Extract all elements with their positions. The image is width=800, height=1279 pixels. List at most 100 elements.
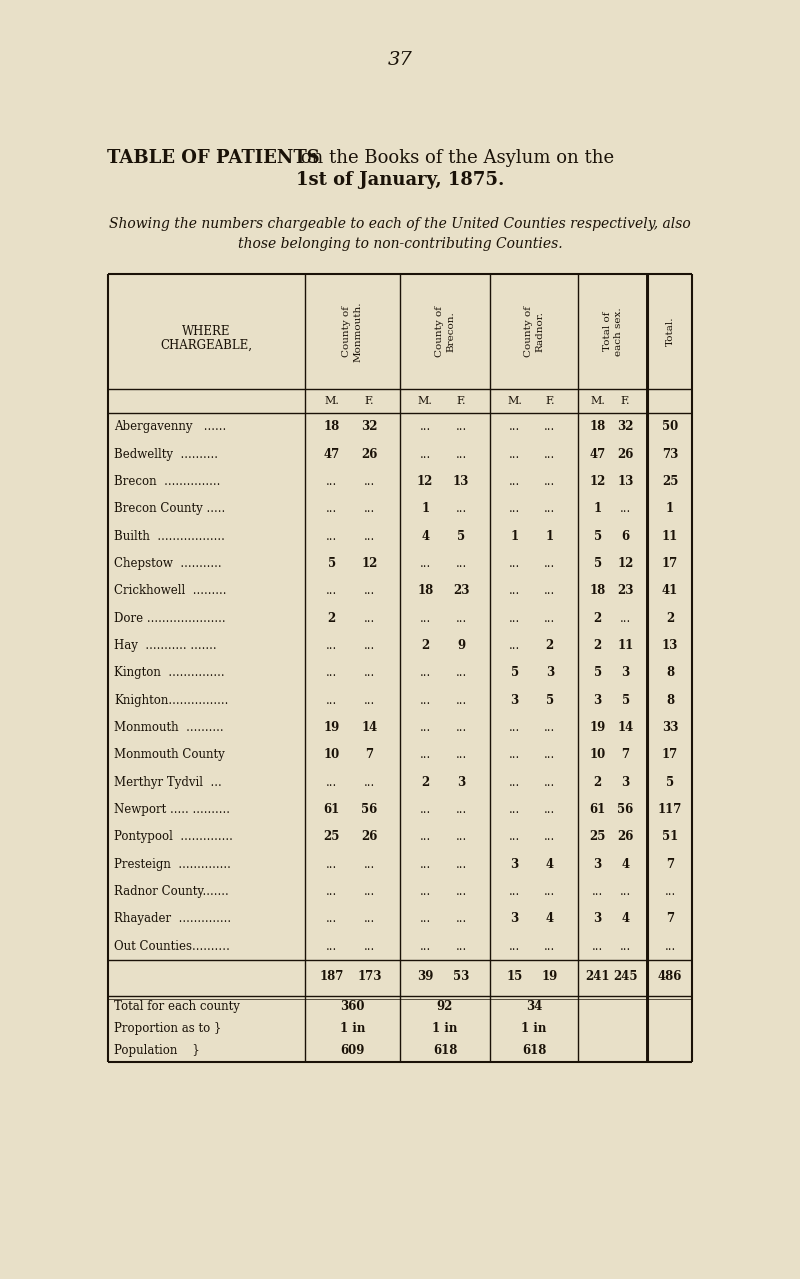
- Text: ...: ...: [455, 885, 467, 898]
- Text: 26: 26: [618, 448, 634, 460]
- Text: 61: 61: [590, 803, 606, 816]
- Text: 187: 187: [319, 969, 344, 982]
- Text: Crickhowell  .........: Crickhowell .........: [114, 585, 226, 597]
- Text: 5: 5: [510, 666, 518, 679]
- Text: ...: ...: [509, 585, 520, 597]
- Text: 4: 4: [622, 858, 630, 871]
- Text: ...: ...: [364, 858, 375, 871]
- Text: ...: ...: [544, 940, 555, 953]
- Text: ...: ...: [364, 475, 375, 487]
- Text: 12: 12: [590, 475, 606, 487]
- Text: 23: 23: [453, 585, 470, 597]
- Text: ...: ...: [544, 421, 555, 434]
- Text: ...: ...: [364, 912, 375, 926]
- Text: 3: 3: [457, 775, 466, 789]
- Text: ...: ...: [326, 885, 338, 898]
- Text: Builth  ..................: Builth ..................: [114, 530, 225, 542]
- Text: 7: 7: [622, 748, 630, 761]
- Text: ...: ...: [419, 556, 431, 570]
- Text: ...: ...: [509, 748, 520, 761]
- Text: ...: ...: [455, 611, 467, 624]
- Text: 3: 3: [594, 693, 602, 707]
- Text: F.: F.: [621, 396, 630, 405]
- Text: ...: ...: [544, 830, 555, 843]
- Text: ...: ...: [592, 940, 603, 953]
- Text: 12: 12: [362, 556, 378, 570]
- Text: 10: 10: [323, 748, 340, 761]
- Text: County of
Radnor.: County of Radnor.: [524, 306, 544, 357]
- Text: Chepstow  ...........: Chepstow ...........: [114, 556, 222, 570]
- Text: 26: 26: [362, 830, 378, 843]
- Text: 1 in: 1 in: [522, 1022, 546, 1035]
- Text: 360: 360: [340, 1000, 365, 1013]
- Text: 47: 47: [590, 448, 606, 460]
- Text: ...: ...: [509, 503, 520, 515]
- Text: 23: 23: [618, 585, 634, 597]
- Text: ...: ...: [544, 803, 555, 816]
- Text: ...: ...: [364, 885, 375, 898]
- Text: 618: 618: [522, 1045, 546, 1058]
- Text: ...: ...: [664, 940, 676, 953]
- Text: 1 in: 1 in: [340, 1022, 365, 1035]
- Text: M.: M.: [418, 396, 433, 405]
- Text: ...: ...: [364, 530, 375, 542]
- Text: 13: 13: [453, 475, 470, 487]
- Text: 18: 18: [590, 421, 606, 434]
- Text: 4: 4: [421, 530, 430, 542]
- Text: 5: 5: [594, 530, 602, 542]
- Text: 1: 1: [594, 503, 602, 515]
- Text: TABLE OF PATIENTS: TABLE OF PATIENTS: [107, 148, 320, 168]
- Text: ...: ...: [509, 830, 520, 843]
- Text: 3: 3: [510, 912, 518, 926]
- Text: ...: ...: [544, 556, 555, 570]
- Text: ...: ...: [419, 912, 431, 926]
- Text: Monmouth County: Monmouth County: [114, 748, 225, 761]
- Text: 245: 245: [614, 969, 638, 982]
- Text: ...: ...: [455, 693, 467, 707]
- Text: ...: ...: [419, 858, 431, 871]
- Text: 12: 12: [417, 475, 434, 487]
- Text: 14: 14: [362, 721, 378, 734]
- Text: 4: 4: [622, 912, 630, 926]
- Text: 2: 2: [546, 640, 554, 652]
- Text: those belonging to non-contributing Counties.: those belonging to non-contributing Coun…: [238, 237, 562, 251]
- Text: Pontypool  ..............: Pontypool ..............: [114, 830, 233, 843]
- Text: ...: ...: [419, 611, 431, 624]
- Text: ...: ...: [544, 475, 555, 487]
- Text: ...: ...: [419, 748, 431, 761]
- Text: 1: 1: [421, 503, 430, 515]
- Text: ...: ...: [620, 940, 631, 953]
- Text: ...: ...: [419, 693, 431, 707]
- Text: ...: ...: [455, 721, 467, 734]
- Text: 2: 2: [421, 640, 430, 652]
- Text: ...: ...: [664, 885, 676, 898]
- Text: Population    }: Population }: [114, 1045, 200, 1058]
- Text: ...: ...: [544, 748, 555, 761]
- Text: 19: 19: [323, 721, 340, 734]
- Text: ...: ...: [509, 448, 520, 460]
- Text: 33: 33: [662, 721, 678, 734]
- Text: ...: ...: [455, 940, 467, 953]
- Text: 3: 3: [622, 775, 630, 789]
- Text: Dore .....................: Dore .....................: [114, 611, 226, 624]
- Text: ...: ...: [419, 830, 431, 843]
- Text: ...: ...: [455, 556, 467, 570]
- Text: Out Counties.......…: Out Counties.......…: [114, 940, 230, 953]
- Text: 5: 5: [594, 666, 602, 679]
- Text: WHERE: WHERE: [182, 325, 230, 338]
- Text: 14: 14: [618, 721, 634, 734]
- Text: ...: ...: [544, 885, 555, 898]
- Text: 5: 5: [594, 556, 602, 570]
- Text: ...: ...: [326, 503, 338, 515]
- Text: Proportion as to }: Proportion as to }: [114, 1022, 222, 1035]
- Text: Showing the numbers chargeable to each of the United Counties respectively, also: Showing the numbers chargeable to each o…: [109, 217, 691, 231]
- Text: Presteign  ..............: Presteign ..............: [114, 858, 231, 871]
- Text: ...: ...: [509, 640, 520, 652]
- Text: ...: ...: [364, 503, 375, 515]
- Text: 19: 19: [590, 721, 606, 734]
- Text: 2: 2: [594, 775, 602, 789]
- Text: ...: ...: [509, 421, 520, 434]
- Text: ...: ...: [419, 666, 431, 679]
- Text: ...: ...: [620, 611, 631, 624]
- Text: ...: ...: [455, 748, 467, 761]
